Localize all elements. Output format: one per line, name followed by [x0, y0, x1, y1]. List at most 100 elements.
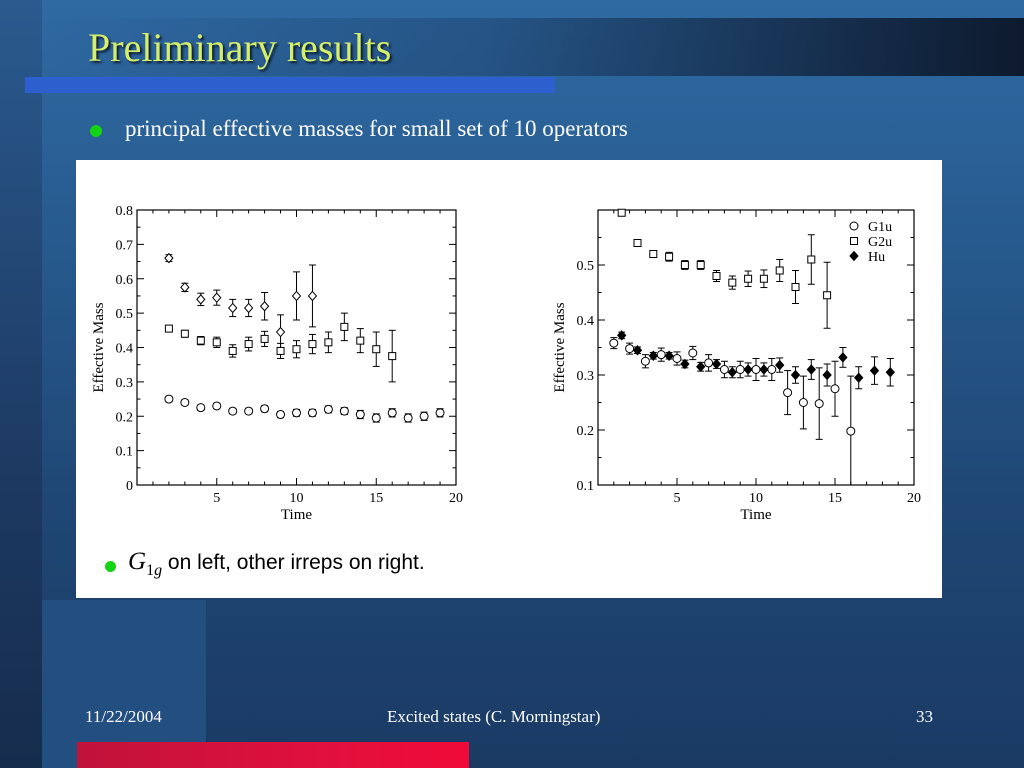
- data-point: [356, 336, 365, 345]
- data-point: [640, 356, 650, 366]
- x-tick-label: 10: [749, 491, 763, 506]
- data-point: [435, 408, 445, 418]
- data-point: [403, 413, 413, 423]
- data-point: [823, 291, 832, 300]
- data-point: [259, 300, 270, 312]
- data-point: [849, 250, 859, 262]
- data-point: [775, 359, 785, 371]
- data-point: [275, 326, 286, 338]
- data-point: [775, 266, 784, 275]
- bullet-text: principal effective masses for small set…: [125, 116, 628, 141]
- data-point: [850, 237, 858, 245]
- data-point: [648, 350, 658, 362]
- x-tick-label: 15: [369, 491, 383, 506]
- chart-1: 5 10 15 20 0 0.1 0.2 0.3 0.4 0.5 0.6 0.7 0.8 Time Effe…: [91, 204, 463, 523]
- data-point: [196, 403, 206, 413]
- data-point: [212, 401, 222, 411]
- data-point: [291, 290, 302, 302]
- data-point: [656, 350, 666, 360]
- y-tick-label: 0.4: [577, 314, 595, 329]
- data-point: [164, 324, 173, 333]
- data-point: [665, 252, 674, 261]
- effective-mass-plots: 5 10 15 20 0 0.1 0.2 0.3 0.4 0.5 0.6 0.7 0.8 Time Effe…: [91, 204, 921, 523]
- data-point: [617, 330, 627, 341]
- data-point: [814, 399, 824, 409]
- data-point: [372, 345, 381, 354]
- y-tick-label: 0.1: [577, 479, 595, 494]
- y-tick-label: 0.4: [116, 342, 134, 357]
- x-tick-label: 5: [213, 491, 220, 506]
- y-tick-label: 0.3: [116, 376, 134, 391]
- title-band: [42, 18, 1024, 76]
- data-point: [759, 364, 769, 375]
- caption-subscript: 1g: [146, 562, 162, 579]
- y-tick-label: 0.7: [116, 238, 134, 253]
- figure-panel: 5 10 15 20 0 0.1 0.2 0.3 0.4 0.5 0.6 0.7 0.8 Time Effe…: [76, 160, 942, 598]
- data-point: [260, 404, 270, 414]
- data-point: [244, 406, 254, 416]
- y-tick-label: 0: [126, 479, 133, 494]
- series-3: [164, 394, 445, 423]
- y-tick-label: 0.5: [577, 259, 595, 274]
- data-point: [783, 388, 793, 398]
- y-tick-label: 0.1: [116, 445, 134, 460]
- data-point: [664, 350, 674, 362]
- x-tick-label: 20: [449, 491, 463, 506]
- series-g2u: [617, 208, 832, 329]
- x-tick-label: 10: [290, 491, 304, 506]
- data-point: [355, 410, 365, 420]
- data-point: [696, 361, 706, 373]
- data-point: [617, 208, 626, 217]
- data-point: [712, 272, 721, 280]
- data-point: [324, 338, 333, 347]
- data-point: [164, 252, 174, 264]
- data-point: [838, 352, 848, 363]
- data-point: [846, 426, 856, 436]
- data-point: [180, 282, 190, 293]
- y-tick-label: 0.6: [116, 273, 134, 288]
- background-left-strip: [0, 0, 42, 768]
- data-point: [854, 372, 864, 384]
- data-point: [180, 329, 189, 338]
- data-point: [885, 366, 895, 378]
- caption-subscript-num: 1: [146, 562, 155, 579]
- data-point: [735, 365, 745, 374]
- data-point: [323, 404, 333, 414]
- data-point: [704, 358, 714, 368]
- data-point: [228, 406, 238, 416]
- data-point: [387, 408, 397, 418]
- bullet-dot: [90, 125, 102, 137]
- y-tick-label: 0.5: [116, 307, 134, 322]
- data-point: [696, 261, 705, 269]
- data-point: [339, 406, 349, 416]
- data-point: [260, 334, 269, 343]
- data-point: [830, 384, 840, 394]
- data-point: [744, 274, 753, 283]
- caption-bullet-dot: [105, 561, 116, 572]
- x-axis-label: Time: [740, 507, 771, 523]
- background-panel: [42, 600, 206, 768]
- caption: G1g on left, other irreps on right.: [128, 548, 425, 579]
- data-point: [388, 352, 397, 361]
- data-point: [243, 302, 254, 314]
- data-point: [806, 364, 816, 375]
- data-point: [869, 365, 880, 376]
- data-point: [649, 250, 658, 258]
- data-point: [791, 283, 800, 291]
- data-point: [822, 369, 832, 381]
- y-tick-label: 0.2: [116, 410, 134, 425]
- caption-text: on left, other irreps on right.: [162, 551, 425, 574]
- data-point: [790, 369, 801, 381]
- series-g1u: [609, 337, 856, 485]
- data-point: [727, 366, 737, 378]
- slide-title: Preliminary results: [88, 25, 392, 70]
- series-hu: [617, 330, 895, 390]
- data-point: [609, 338, 619, 348]
- data-point: [307, 290, 318, 302]
- data-point: [228, 302, 238, 314]
- data-point: [292, 408, 301, 418]
- data-point: [212, 292, 222, 303]
- data-point: [196, 294, 206, 305]
- caption-subscript-letter: g: [154, 562, 163, 579]
